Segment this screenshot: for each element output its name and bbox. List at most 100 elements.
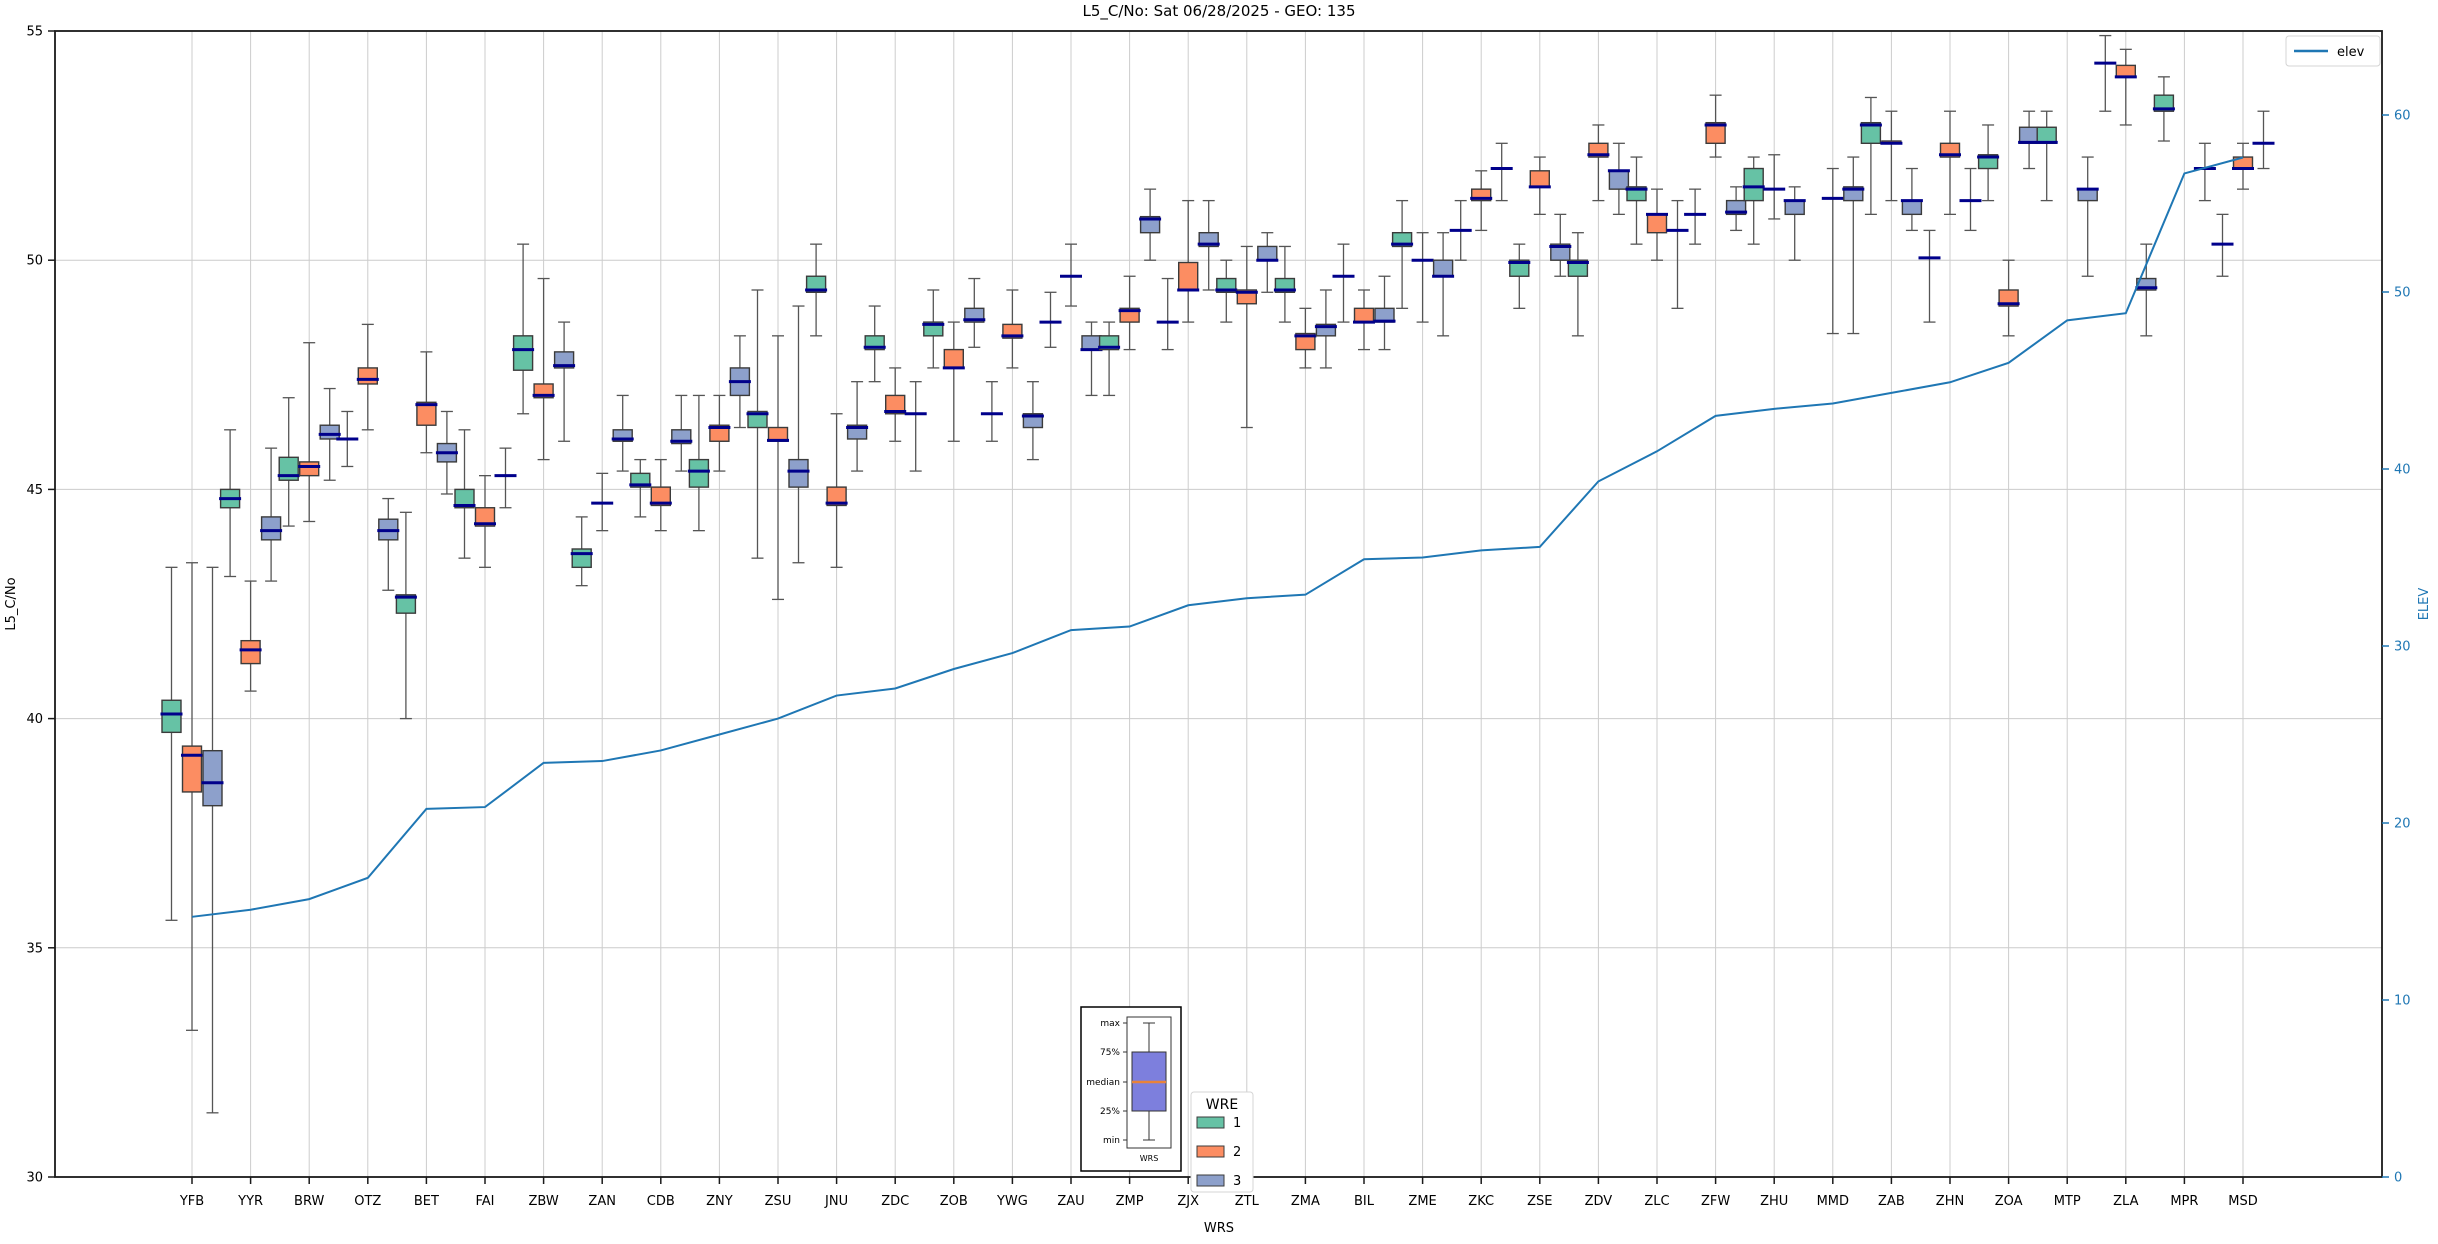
xtick-label-ZKC: ZKC — [1468, 1194, 1494, 1209]
box-wre2-YYR — [240, 639, 261, 665]
ytick-label-left-45: 45 — [26, 483, 43, 498]
box-wre2-ZOA — [1998, 289, 2019, 307]
wre-legend: WRE 1 2 3 — [1190, 1091, 1254, 1193]
ytick-label-right-30: 30 — [2394, 640, 2411, 655]
box-wre2-CDB — [650, 486, 671, 507]
elev-line — [191, 156, 2244, 918]
xtick-label-ZNY: ZNY — [706, 1194, 733, 1209]
xtick-label-MSD: MSD — [2228, 1194, 2257, 1209]
box-wre1-BET — [395, 594, 417, 614]
box-wre2-OTZ — [357, 367, 378, 385]
box-wre2-ZNY — [709, 424, 730, 442]
xtick-label-ZDV: ZDV — [1585, 1194, 1613, 1209]
xtick-label-ZBW: ZBW — [528, 1194, 558, 1209]
xtick-label-JNU: JNU — [824, 1194, 848, 1209]
ytick-label-left-30: 30 — [26, 1171, 43, 1186]
box-wre2-JNU — [826, 486, 847, 507]
xtick-label-ZLA: ZLA — [2113, 1194, 2138, 1209]
box-wre1-ZDV — [1567, 259, 1589, 277]
elev-legend-box — [2285, 35, 2381, 67]
wre2-label: 2 — [1233, 1145, 1241, 1160]
ytick-label-left-55: 55 — [26, 25, 43, 40]
xtick-label-ZDC: ZDC — [881, 1194, 909, 1209]
ytick-label-right-40: 40 — [2394, 463, 2411, 478]
xtick-label-ZOA: ZOA — [1995, 1194, 2023, 1209]
box-wre3-BRW — [319, 424, 340, 440]
box-wre3-ZMA — [1315, 323, 1337, 337]
xtick-label-ZMA: ZMA — [1291, 1194, 1320, 1209]
xtick-label-YFB: YFB — [179, 1194, 204, 1209]
xtick-label-ZJX: ZJX — [1177, 1194, 1199, 1209]
xtick-label-ZLC: ZLC — [1644, 1194, 1669, 1209]
box-wre2-BIL — [1353, 307, 1375, 323]
xtick-label-ZOB: ZOB — [940, 1194, 968, 1209]
box-wre1-ZSE — [1509, 259, 1530, 277]
box-wre2-ZKC — [1470, 188, 1492, 202]
y-axis-label-right: ELEV — [2417, 588, 2432, 621]
xtick-label-YWG: YWG — [996, 1194, 1028, 1209]
xtick-label-ZMP: ZMP — [1116, 1194, 1144, 1209]
xtick-label-ZME: ZME — [1408, 1194, 1436, 1209]
box-wre2-BET — [416, 401, 437, 426]
box-wre3-ZSU — [788, 458, 809, 488]
box-wre3-ZTL — [1257, 245, 1278, 261]
inset-x-label: WRS — [1140, 1154, 1159, 1163]
box-wre3-ZAB — [1901, 199, 1923, 216]
box-wre2-ZFW — [1705, 121, 1726, 145]
ytick-label-left-40: 40 — [26, 712, 43, 727]
box-wre3-ZLA — [2136, 277, 2157, 291]
box-wre1-ZHU — [1743, 167, 1764, 202]
elev-legend: elev — [2285, 35, 2381, 67]
inset-label-max: max — [1100, 1019, 1120, 1029]
xtick-label-ZTL: ZTL — [1235, 1194, 1260, 1209]
box-wre3-ZMP — [1139, 215, 1161, 234]
xtick-label-ZSU: ZSU — [765, 1194, 792, 1209]
box-wre1-JNU — [805, 275, 827, 293]
box-wre3-ZAN — [612, 429, 633, 442]
xtick-label-ZSE: ZSE — [1527, 1194, 1552, 1209]
xtick-label-CDB: CDB — [647, 1194, 675, 1209]
inset-label-min: min — [1103, 1136, 1120, 1146]
box-wre1-FAI — [454, 488, 475, 509]
box-wre2-ZOB — [943, 348, 964, 369]
inset-label-25: 25% — [1100, 1107, 1120, 1117]
ytick-label-right-60: 60 — [2394, 109, 2411, 124]
xtick-label-ZAN: ZAN — [588, 1194, 616, 1209]
y-axis-label-left: L5_C/No — [4, 577, 19, 630]
box-wre1-ZSU — [747, 410, 768, 429]
inset-label-median: median — [1086, 1078, 1120, 1088]
xtick-label-ZAU: ZAU — [1057, 1194, 1084, 1209]
elev-legend-label: elev — [2337, 45, 2365, 60]
box-wre3-ZME — [1432, 259, 1454, 277]
boxplot-key-inset: max 75% median 25% min WRS — [1080, 1006, 1182, 1172]
box-wre3-ZHU — [1784, 199, 1805, 216]
box-wre3-YFB — [202, 749, 223, 807]
box-wre1-YFB — [161, 699, 182, 734]
box-wre2-ZDC — [885, 394, 906, 415]
box-wre3-ZDV — [1608, 170, 1630, 190]
xtick-label-OTZ: OTZ — [354, 1194, 381, 1209]
box-wre2-FAI — [474, 507, 496, 527]
xtick-label-ZFW: ZFW — [1701, 1194, 1730, 1209]
xtick-label-ZHU: ZHU — [1760, 1194, 1788, 1209]
inset-label-75: 75% — [1100, 1048, 1120, 1058]
xtick-label-BIL: BIL — [1354, 1194, 1375, 1209]
xtick-label-MTP: MTP — [2054, 1194, 2081, 1209]
box-wre1-ZAB — [1860, 121, 1882, 145]
xtick-label-ZAB: ZAB — [1878, 1194, 1905, 1209]
xtick-label-BET: BET — [414, 1194, 439, 1209]
box-wre2-ZLC — [1646, 213, 1668, 234]
xtick-label-MPR: MPR — [2170, 1194, 2198, 1209]
chart-title: L5_C/No: Sat 06/28/2025 - GEO: 135 — [1082, 2, 1355, 21]
box-wre1-ZAN — [571, 548, 592, 569]
box-wre1-ZBW — [512, 335, 534, 371]
ytick-label-left-50: 50 — [26, 254, 43, 269]
wre2-swatch — [1196, 1145, 1225, 1158]
box-wre3-MTP — [2077, 188, 2098, 202]
box-wre2-ZSE — [1529, 170, 1551, 188]
box-wre1-MPR — [2153, 94, 2175, 112]
box-wre3-ZSE — [1550, 243, 1571, 261]
ytick-label-right-10: 10 — [2394, 994, 2411, 1009]
box-wre2-ZJX — [1177, 261, 1199, 291]
